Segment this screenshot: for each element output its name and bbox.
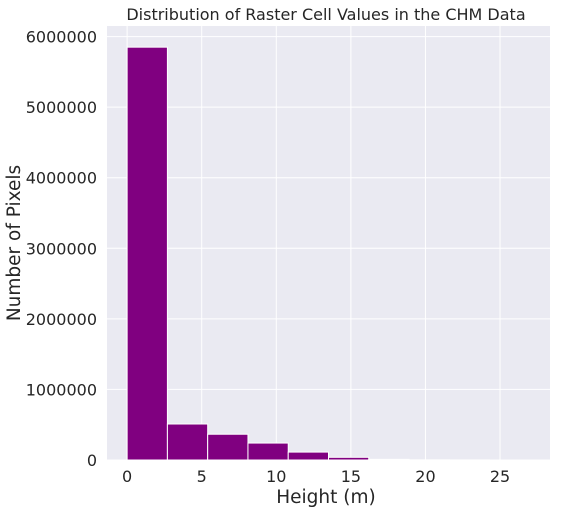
- histogram-bar: [368, 458, 410, 461]
- x-tick-label: 5: [197, 467, 207, 486]
- x-tick-labels: 0 5 10 15 20 25: [122, 467, 510, 486]
- x-tick-label: 25: [490, 467, 510, 486]
- x-tick-label: 0: [122, 467, 132, 486]
- x-tick-label: 10: [266, 467, 286, 486]
- y-tick-label: 1000000: [26, 380, 97, 399]
- histogram-bar: [166, 423, 209, 461]
- histogram-bar: [328, 456, 370, 461]
- x-tick-label: 20: [415, 467, 435, 486]
- y-tick-label: 0: [87, 451, 97, 470]
- y-tick-label: 4000000: [26, 169, 97, 188]
- chart-title: Distribution of Raster Cell Values in th…: [126, 5, 525, 24]
- histogram-bar: [247, 442, 289, 461]
- histogram-bar: [287, 451, 329, 461]
- y-tick-label: 2000000: [26, 310, 97, 329]
- y-tick-label: 6000000: [26, 28, 97, 47]
- y-tick-labels: 0 1000000 2000000 3000000 4000000 5000000 6000…: [26, 28, 97, 470]
- y-tick-label: 5000000: [26, 98, 97, 117]
- histogram-bar: [207, 433, 249, 461]
- y-tick-label: 3000000: [26, 239, 97, 258]
- grid-lines: [107, 26, 550, 461]
- histogram-bars: [126, 46, 531, 461]
- histogram-bar: [126, 46, 168, 461]
- plot-background: [107, 26, 550, 460]
- x-axis-label: Height (m): [276, 487, 376, 508]
- x-tick-label: 15: [341, 467, 361, 486]
- y-axis-label: Number of Pixels: [4, 165, 25, 321]
